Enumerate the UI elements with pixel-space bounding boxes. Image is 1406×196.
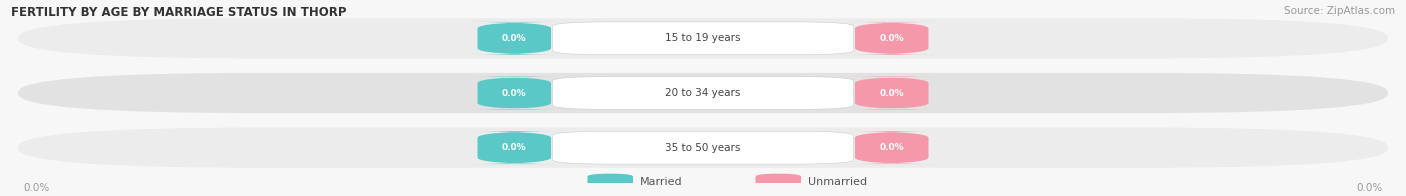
Text: 0.0%: 0.0%: [502, 143, 527, 152]
FancyBboxPatch shape: [18, 18, 1388, 58]
Text: Unmarried: Unmarried: [808, 177, 868, 187]
FancyBboxPatch shape: [467, 131, 561, 164]
FancyBboxPatch shape: [467, 22, 561, 55]
Text: 0.0%: 0.0%: [1355, 183, 1382, 193]
Text: 0.0%: 0.0%: [879, 143, 904, 152]
FancyBboxPatch shape: [588, 173, 633, 190]
FancyBboxPatch shape: [467, 77, 561, 109]
FancyBboxPatch shape: [18, 73, 1388, 113]
FancyBboxPatch shape: [553, 131, 853, 164]
FancyBboxPatch shape: [845, 77, 939, 109]
Text: 0.0%: 0.0%: [24, 183, 51, 193]
Text: 0.0%: 0.0%: [879, 89, 904, 97]
Text: 15 to 19 years: 15 to 19 years: [665, 33, 741, 43]
FancyBboxPatch shape: [845, 22, 939, 55]
Text: FERTILITY BY AGE BY MARRIAGE STATUS IN THORP: FERTILITY BY AGE BY MARRIAGE STATUS IN T…: [11, 6, 347, 19]
FancyBboxPatch shape: [845, 131, 939, 164]
Text: 0.0%: 0.0%: [502, 89, 527, 97]
FancyBboxPatch shape: [18, 128, 1388, 168]
FancyBboxPatch shape: [553, 77, 853, 109]
FancyBboxPatch shape: [755, 173, 801, 190]
Text: Source: ZipAtlas.com: Source: ZipAtlas.com: [1284, 6, 1395, 16]
Text: 0.0%: 0.0%: [879, 34, 904, 43]
FancyBboxPatch shape: [553, 22, 853, 55]
Text: 0.0%: 0.0%: [502, 34, 527, 43]
Text: Married: Married: [640, 177, 682, 187]
Text: 20 to 34 years: 20 to 34 years: [665, 88, 741, 98]
Text: 35 to 50 years: 35 to 50 years: [665, 143, 741, 153]
